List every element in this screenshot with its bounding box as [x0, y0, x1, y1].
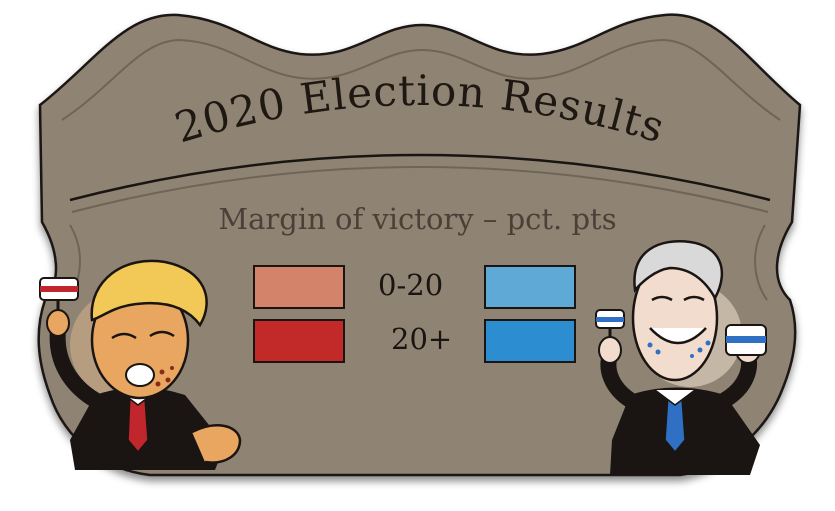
legend-swatch-left-0-20	[253, 265, 345, 309]
cartoon-man-gray-hair-blue-tie-icon	[598, 240, 761, 475]
legend-label-0-20: 0-20	[378, 268, 444, 302]
legend-swatch-right-20-plus	[484, 319, 576, 363]
fork-with-cake-icon	[39, 277, 79, 310]
legend	[253, 265, 576, 363]
cartoon-man-blond-red-tie-icon	[46, 259, 242, 470]
plaque-side-trim-right	[754, 224, 768, 301]
plaque-inner-border	[61, 38, 781, 121]
legend-subtitle: Margin of victory – pct. pts	[218, 202, 617, 236]
legend-label-20-plus: 20+	[391, 322, 453, 356]
title-band-line-upper	[69, 153, 771, 202]
legend-swatch-left-20-plus	[253, 319, 345, 363]
title-band-line-lower	[71, 166, 769, 213]
legend-swatch-right-0-20	[484, 265, 576, 309]
fork-with-cake-icon	[595, 309, 625, 338]
frosted-cake-icon	[725, 324, 767, 356]
